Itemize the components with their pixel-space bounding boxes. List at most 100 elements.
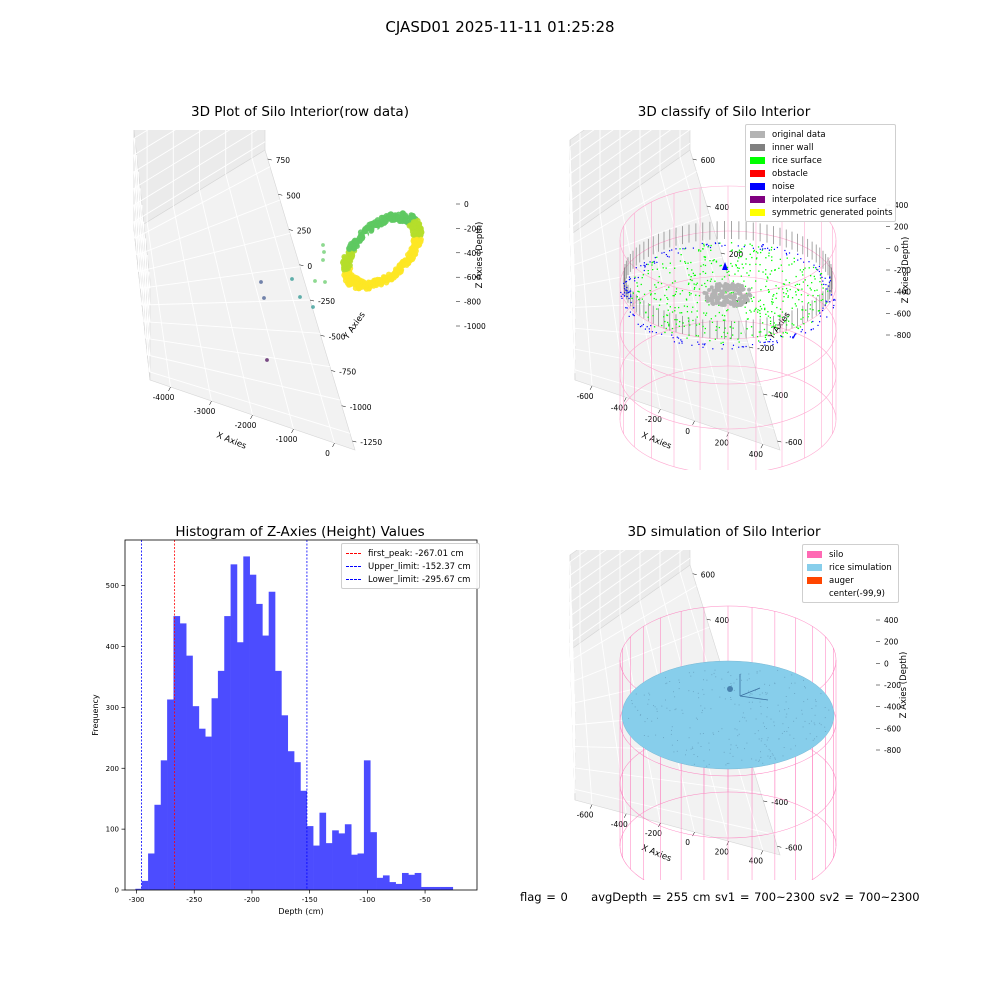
y-tick — [352, 440, 357, 443]
x-tick-label: -2000 — [235, 421, 257, 430]
y-tick-label: 500 — [286, 191, 301, 200]
y-tick-label: 400 — [715, 203, 730, 212]
legend-label: symmetric generated points — [772, 207, 893, 218]
histogram-bar — [179, 623, 187, 890]
histogram-bar — [192, 706, 200, 890]
legend-label: Upper_limit: -152.37 cm — [368, 561, 471, 572]
y-tick-label: -1000 — [350, 403, 372, 412]
y-tick — [341, 405, 346, 407]
legend-entry: center(-99,9) — [807, 587, 893, 600]
histogram-bar — [287, 751, 295, 890]
y-tick — [692, 158, 697, 161]
y-tick — [267, 158, 272, 161]
y-tick-label: -500 — [329, 332, 346, 341]
x-tick-label: -300 — [129, 896, 145, 904]
x-tick-label: -50 — [419, 896, 430, 904]
legend-label: obstacle — [772, 168, 808, 179]
x-tick — [658, 822, 661, 828]
y-tick-label: -600 — [785, 843, 802, 852]
y-axis-label: Y Axies — [341, 310, 368, 342]
legend-label: interpolated rice surface — [772, 194, 877, 205]
y-tick — [278, 194, 283, 196]
legend-entry: obstacle — [750, 167, 890, 180]
x-tick-label: -400 — [611, 404, 628, 413]
x-tick-label: -100 — [359, 896, 375, 904]
x-tick-label: -150 — [302, 896, 318, 904]
x-tick — [209, 400, 212, 406]
legend-entry: Lower_limit: -295.67 cm — [346, 573, 474, 586]
histogram-bar — [268, 591, 276, 890]
y-tick-label: -1250 — [360, 438, 382, 447]
x-tick — [624, 397, 627, 402]
x-axis-label: X Axies — [215, 431, 248, 452]
x-tick-label: -600 — [577, 811, 594, 820]
z-tick-label: -200 — [894, 266, 911, 275]
x-tick-label: 0 — [685, 427, 690, 436]
original-data-points — [702, 282, 753, 308]
legend-swatch — [750, 196, 765, 203]
z-tick-label: -800 — [884, 746, 901, 755]
center-marker — [727, 686, 733, 692]
histogram-bar — [173, 616, 181, 890]
histogram-bar — [275, 670, 282, 890]
histogram-bar — [338, 833, 346, 890]
x-tick — [624, 813, 627, 818]
y-tick — [331, 370, 336, 372]
y-tick-label: 400 — [106, 643, 119, 651]
x-axis-label: Depth (cm) — [278, 907, 323, 916]
y-tick — [763, 800, 768, 803]
x-tick-label: 200 — [715, 847, 730, 856]
histogram-bar — [433, 886, 441, 890]
histogram-legend: first_peak: -267.01 cm Upper_limit: -152.… — [341, 543, 480, 589]
legend-label: silo — [829, 549, 844, 560]
z-tick-label: 400 — [884, 616, 899, 625]
x-tick — [291, 428, 294, 434]
inner-wall-points — [623, 221, 833, 339]
histogram-bar — [154, 804, 162, 890]
classify-3d-plot: -600 -400 -200 0 200 400 -600 -400 -200 0 200 400 60… — [569, 130, 911, 470]
z-tick-label: -800 — [464, 298, 481, 307]
legend-label: center(-99,9) — [829, 588, 885, 599]
x-tick-label: -200 — [645, 415, 662, 424]
z-tick-label: 0 — [894, 244, 899, 253]
panel4-title: 3D simulation of Silo Interior — [627, 524, 821, 540]
legend-swatch — [750, 170, 765, 177]
z-axis-label: Z Axies (Depth) — [475, 222, 485, 289]
legend-label: Lower_limit: -295.67 cm — [368, 574, 471, 585]
stats-text: avgDepth = 255 cm sv1 = 700~2300 sv2 = 7… — [591, 890, 920, 904]
legend-label: noise — [772, 181, 795, 192]
y-tick — [720, 252, 725, 255]
y-tick — [692, 573, 697, 575]
z-tick-label: -1000 — [464, 322, 486, 331]
histogram-bar — [421, 886, 428, 890]
legend-entry: Upper_limit: -152.37 cm — [346, 560, 474, 573]
x-tick — [589, 804, 593, 809]
legend-entry: silo — [807, 548, 893, 561]
histogram-bar — [306, 826, 314, 890]
legend-swatch — [807, 577, 822, 584]
z-axis-label: Z Axies (Depth) — [899, 652, 909, 719]
y-tick-label: 0 — [307, 262, 312, 271]
legend-swatch — [346, 566, 361, 567]
legend-swatch — [750, 144, 765, 151]
y-tick — [288, 229, 293, 231]
grid-lines — [569, 130, 774, 445]
x-tick — [168, 386, 171, 392]
legend-entry: rice simulation — [807, 561, 893, 574]
z-tick-label: -600 — [884, 724, 901, 733]
classify-legend: original data inner wall rice surface obsta… — [745, 124, 896, 222]
legend-swatch — [346, 579, 361, 580]
y-tick-label: 500 — [106, 582, 119, 590]
y-tick — [320, 335, 325, 337]
y-tick-label: -400 — [771, 798, 788, 807]
x-tick-label: -1000 — [276, 435, 298, 444]
y-tick — [777, 846, 782, 848]
ring-gap — [364, 227, 386, 262]
histogram-bar — [401, 872, 409, 890]
y-tick-label: 200 — [729, 250, 744, 259]
histogram-bar — [440, 886, 447, 890]
histogram-bar — [148, 853, 155, 890]
x-tick-label: 200 — [715, 439, 730, 448]
panel2-title: 3D classify of Silo Interior — [637, 104, 811, 120]
legend-swatch — [750, 131, 765, 138]
